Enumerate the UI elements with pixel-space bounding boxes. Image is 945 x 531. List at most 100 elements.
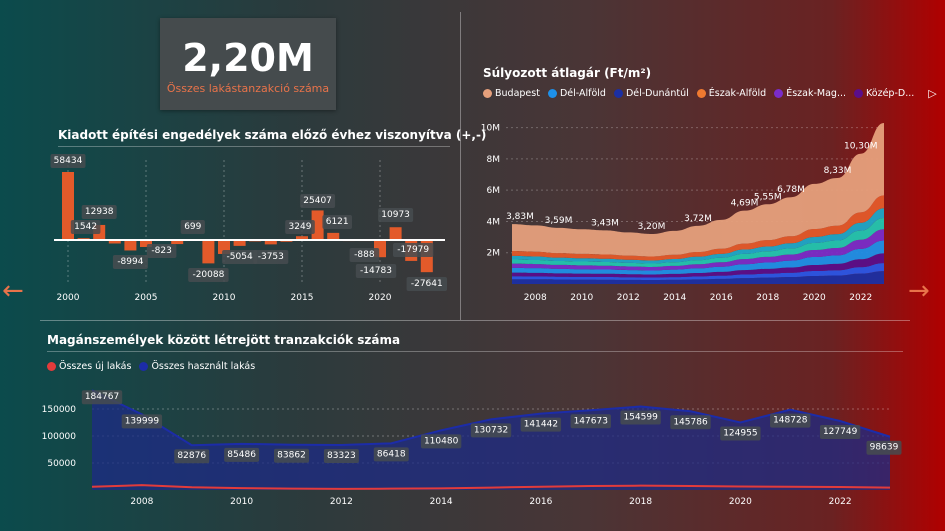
- x-tick-label: 2022: [849, 293, 872, 303]
- legend-item-eszak-alfold[interactable]: Észak-Alföld: [696, 88, 767, 99]
- chart2-title: Súlyozott átlagár (Ft/m²): [483, 66, 652, 80]
- legend-item-new[interactable]: Összes új lakás: [47, 361, 131, 372]
- transactions-area-chart[interactable]: 50000 100000 150000 2008 2010 2012 2014 2016 201…: [40, 372, 910, 512]
- price-data-label: 3,59M: [545, 216, 573, 226]
- transaction-data-label: 85486: [227, 450, 256, 460]
- x-tick-label: 2010: [213, 293, 236, 303]
- x-tick-label: 2012: [330, 497, 353, 507]
- price-data-label: 6,78M: [777, 185, 805, 195]
- transaction-data-label: 82876: [177, 451, 206, 461]
- arrow-left-icon[interactable]: ←: [2, 276, 24, 306]
- transaction-data-label: 184767: [85, 392, 119, 402]
- transaction-data-label-bg: [81, 390, 123, 405]
- bar-data-label-bg: [112, 255, 148, 269]
- used-line: [91, 389, 891, 447]
- transaction-data-label-bg: [224, 447, 260, 462]
- ribbon-band: [512, 195, 884, 261]
- x-tick-label: 2020: [729, 497, 752, 507]
- transaction-data-label-bg: [670, 415, 711, 430]
- bar: [327, 232, 340, 240]
- transaction-data-label-bg: [121, 414, 163, 429]
- permits-bar-chart[interactable]: 2000 2005 2010 2015 202058434154212938-8994-…: [40, 150, 450, 310]
- price-data-label: 5,55M: [754, 192, 782, 202]
- bar-data-label: 25407: [303, 196, 332, 206]
- x-tick-label: 2010: [230, 497, 253, 507]
- price-data-label: 4,69M: [731, 199, 759, 209]
- legend-next-icon[interactable]: ▷: [928, 87, 937, 100]
- legend-item-used[interactable]: Összes használt lakás: [139, 361, 255, 372]
- bar-data-label-bg: [81, 205, 117, 219]
- bar-data-label: -3753: [258, 252, 284, 262]
- bar-data-label-bg: [70, 220, 101, 234]
- legend-label: Dél-Dunántúl: [625, 88, 689, 99]
- chart2-legend: Budapest Dél-Alföld Dél-Dunántúl Észak-A…: [483, 87, 937, 100]
- x-tick-label: 2012: [617, 293, 640, 303]
- y-tick-label: 50000: [47, 459, 76, 469]
- bar-data-label: 699: [184, 222, 201, 232]
- price-data-label: 3,83M: [506, 212, 534, 222]
- chart3-legend: Összes új lakás Összes használt lakás: [47, 361, 255, 372]
- legend-item-eszak-mag[interactable]: Észak-Mag...: [774, 88, 846, 99]
- bar-data-label: -888: [354, 250, 375, 260]
- bar: [264, 240, 277, 245]
- x-tick-label: 2014: [663, 293, 686, 303]
- bar-data-label: 6121: [326, 217, 349, 227]
- bar-data-label-bg: [180, 220, 205, 234]
- y-tick-label: 2M: [487, 249, 501, 259]
- legend-label: Észak-Alföld: [708, 88, 767, 99]
- legend-item-del-dunantul[interactable]: Dél-Dunántúl: [613, 88, 689, 99]
- legend-item-kozep-d[interactable]: Közép-D...: [854, 88, 914, 99]
- transaction-data-label: 86418: [377, 449, 406, 459]
- price-ribbon-chart[interactable]: 2M 4M 6M 8M 10M 2008 2010 2012 2014 2016 2018 2020 2…: [470, 104, 900, 304]
- bar-data-label: 10973: [381, 210, 410, 220]
- y-tick-label: 150000: [42, 405, 77, 415]
- x-tick-label: 2016: [710, 293, 733, 303]
- x-tick-label: 2018: [629, 497, 652, 507]
- transaction-data-label-bg: [770, 413, 811, 428]
- vertical-divider: [460, 12, 461, 320]
- transaction-data-label: 124955: [723, 429, 757, 439]
- x-tick-label: 2020: [369, 293, 392, 303]
- x-tick-label: 2022: [829, 497, 852, 507]
- bar: [296, 236, 308, 240]
- transaction-data-label-bg: [373, 447, 409, 462]
- legend-label: Észak-Mag...: [786, 88, 847, 99]
- bar-data-label: 3249: [289, 222, 312, 232]
- legend-item-budapest[interactable]: Budapest: [483, 88, 540, 99]
- ribbon-band: [512, 263, 884, 280]
- transaction-data-label: 148728: [773, 416, 808, 426]
- bar-data-label: 58434: [54, 156, 83, 166]
- bar-data-label-bg: [285, 220, 315, 234]
- bar: [389, 227, 402, 240]
- ribbon-band: [512, 229, 884, 271]
- horizontal-divider: [40, 320, 910, 321]
- y-tick-label: 10M: [481, 124, 500, 134]
- transaction-data-label-bg: [174, 449, 210, 464]
- price-data-label: 8,33M: [824, 166, 852, 176]
- arrow-right-icon[interactable]: →: [908, 276, 930, 306]
- bar-data-label: -27641: [411, 279, 443, 289]
- y-tick-label: 6M: [487, 186, 501, 196]
- bar-data-label: -17979: [397, 245, 429, 255]
- legend-item-del-alfold[interactable]: Dél-Alföld: [547, 88, 606, 99]
- transaction-data-label-bg: [520, 417, 562, 432]
- bar-data-label: 1542: [74, 222, 97, 232]
- chart1-title-underline: [58, 146, 450, 147]
- bar: [171, 240, 184, 245]
- kpi-card[interactable]: 2,20M Összes lakástanzakció száma: [160, 18, 336, 110]
- bar-data-label: -20088: [192, 270, 224, 280]
- ribbon-band: [512, 240, 884, 275]
- transaction-data-label: 141442: [524, 420, 558, 430]
- y-tick-label: 8M: [487, 155, 501, 165]
- x-tick-label: 2018: [756, 293, 779, 303]
- transaction-data-label: 147673: [574, 416, 608, 426]
- ribbon-band: [512, 253, 884, 278]
- transaction-data-label-bg: [323, 449, 359, 464]
- bar: [140, 240, 152, 247]
- x-tick-label: 2000: [57, 293, 80, 303]
- bar-data-label-bg: [188, 268, 229, 282]
- bar-data-label: -8994: [117, 257, 143, 267]
- bar-data-label-bg: [355, 264, 397, 278]
- transaction-data-label: 127749: [823, 427, 858, 437]
- ribbon-band: [512, 122, 884, 257]
